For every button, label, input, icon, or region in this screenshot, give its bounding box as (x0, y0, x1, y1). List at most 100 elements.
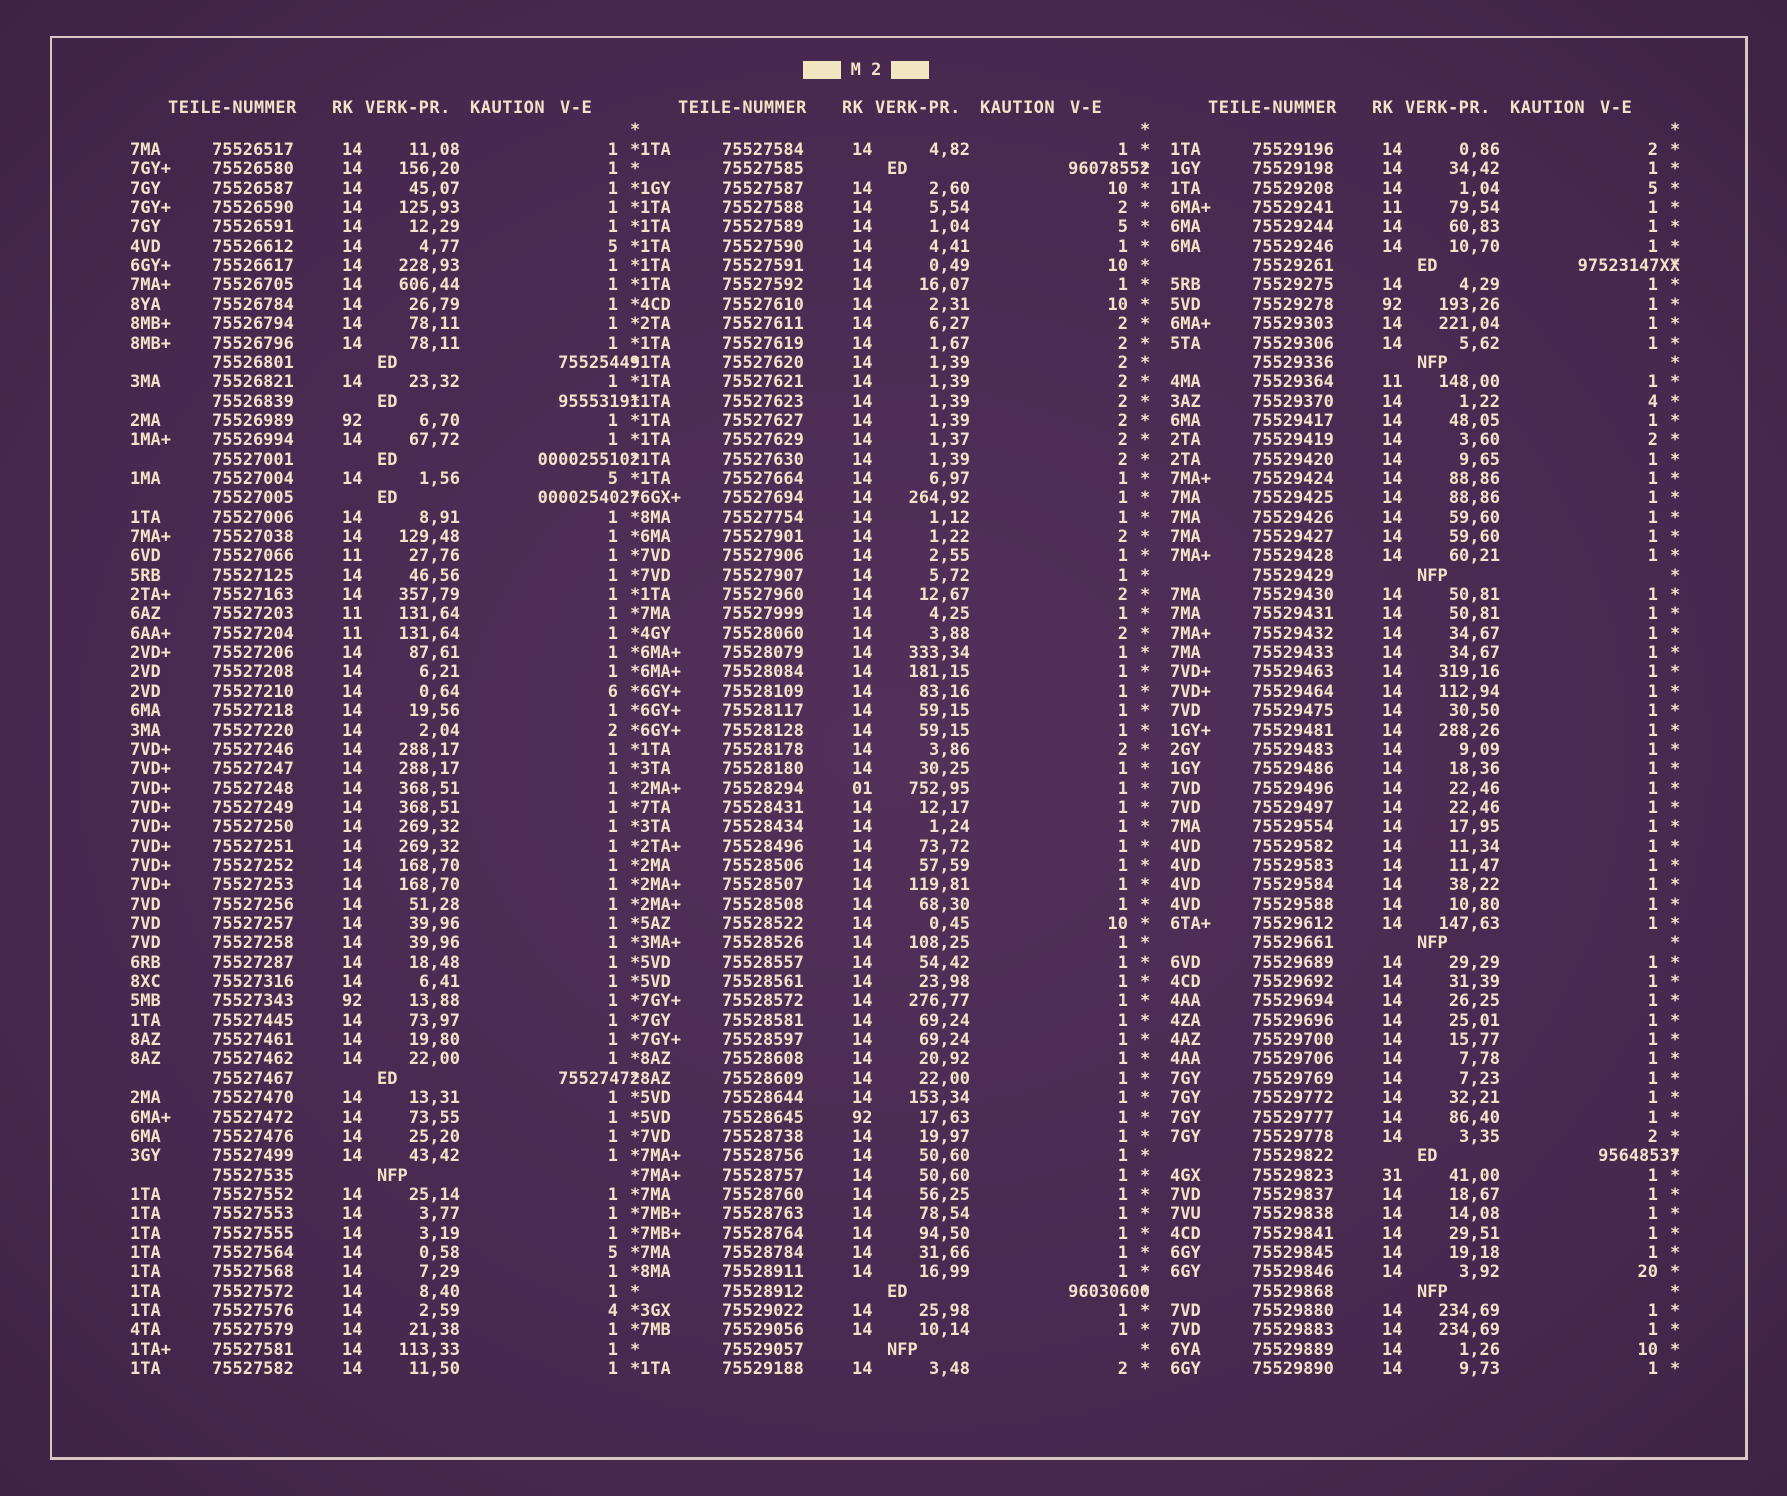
units: 1 (1117, 1049, 1128, 1070)
table-row: 3GY 75527499 14 43,42 1 * (130, 1147, 650, 1166)
price-flag: ED (887, 1281, 908, 1302)
row-star: * (630, 140, 641, 160)
units: 1 (1647, 333, 1658, 354)
part-number: 75529583 (1252, 855, 1334, 876)
type-code: 6MA (130, 1126, 161, 1147)
row-star: * (630, 1107, 641, 1128)
units: 1 (607, 275, 618, 296)
table-row: 6MA+ 75528084 14 181,15 1 * (640, 663, 1160, 682)
rk-code: 14 (1382, 449, 1403, 470)
units: 1 (1117, 1165, 1128, 1186)
row-star: * (1140, 1301, 1151, 1321)
price: 54,42 (918, 952, 970, 973)
price: 25,98 (918, 1301, 970, 1321)
table-row: 1TA 75527664 14 6,97 1 * (640, 469, 1160, 489)
type-code: 7VD+ (130, 836, 171, 857)
part-number: 75529838 (1252, 1204, 1334, 1225)
price: 2,59 (419, 1301, 460, 1321)
rk-code: 14 (342, 565, 363, 586)
units: 1 (607, 759, 618, 780)
type-code: 1TA (130, 1184, 161, 1205)
part-number: 75526794 (212, 314, 294, 335)
row-star: * (1670, 1320, 1681, 1341)
table-row: 5VD 75528645 92 17,63 1 * (640, 1108, 1160, 1128)
row-star: * (1670, 914, 1681, 934)
price: 153,34 (908, 1088, 970, 1109)
rk-code: 14 (852, 1010, 873, 1031)
rk-code: 14 (342, 1339, 363, 1360)
rk-code: 14 (1382, 1320, 1403, 1341)
rk-code: 14 (1382, 701, 1403, 722)
units: 1 (607, 914, 618, 934)
table-row: 5AZ 75528522 14 0,45 10 * (640, 915, 1160, 934)
type-code: 1TA (640, 391, 671, 412)
price: 50,60 (918, 1146, 970, 1167)
price: 1,56 (419, 468, 460, 489)
type-code: 7VD+ (130, 739, 171, 760)
rk-code: 14 (852, 1049, 873, 1070)
price: 79,54 (1448, 198, 1500, 219)
table-row: 1GY+ 75529481 14 288,26 1 * (1170, 721, 1690, 741)
row-star: * (1670, 1339, 1681, 1360)
row-star: * (630, 1010, 641, 1031)
row-star: * (1670, 294, 1681, 315)
part-number: 75528434 (722, 817, 804, 838)
units: 2 (1117, 410, 1128, 431)
units: 1 (1647, 1030, 1658, 1051)
table-row: 75527467 ED 75527472 * (130, 1068, 650, 1089)
type-code: 7VD (640, 565, 671, 586)
part-number: 75527206 (212, 643, 294, 664)
price: 0,58 (419, 1242, 460, 1263)
row-star: * (1670, 759, 1681, 780)
units: 1 (1647, 952, 1658, 973)
row-star: * (1670, 778, 1681, 799)
row-star: * (630, 391, 641, 412)
type-code: 2VD (130, 662, 161, 683)
units: 1 (1647, 1165, 1658, 1186)
rk-code: 14 (342, 1204, 363, 1225)
part-number: 75527246 (212, 739, 294, 760)
part-number: 75529198 (1252, 159, 1334, 180)
table-row: 75529822 ED 95648537 * (1170, 1147, 1690, 1166)
units: 2 (1117, 198, 1128, 219)
type-code: 8MB+ (130, 314, 171, 335)
units: 1 (1647, 372, 1658, 393)
part-number: 75527754 (722, 507, 804, 528)
row-star: * (1670, 1146, 1681, 1167)
type-code: 1TA (640, 739, 671, 760)
row-star: * (1670, 952, 1681, 973)
type-code: 8AZ (640, 1049, 671, 1070)
units: 1 (1117, 817, 1128, 838)
type-code: 7MA (1170, 643, 1201, 664)
price: 269,32 (398, 836, 460, 857)
price: 129,48 (398, 527, 460, 547)
type-code: 6MA+ (1170, 198, 1211, 219)
price: 39,96 (408, 933, 460, 954)
rk-code: 14 (1382, 643, 1403, 664)
table-row: 7MA+ 75529432 14 34,67 1 * (1170, 624, 1690, 644)
table-row: 3MA 75527220 14 2,04 2 * (130, 721, 650, 741)
row-star: * (1670, 488, 1681, 509)
row-star: * (1140, 681, 1151, 702)
rk-code: 14 (342, 817, 363, 838)
units: 1 (1647, 1320, 1658, 1341)
type-code: 8MA (640, 1262, 671, 1283)
rk-code: 14 (1382, 217, 1403, 238)
table-row: 7VD 75527907 14 5,72 1 * (640, 565, 1160, 586)
row-star: * (1670, 507, 1681, 528)
part-number: 75529584 (1252, 875, 1334, 896)
units: 2 (1117, 527, 1128, 547)
table-row: 6MA 75529246 14 10,70 1 * (1170, 237, 1690, 257)
row-star: * (630, 294, 641, 315)
replacement-number: 75527472 (558, 1068, 640, 1089)
units: 1 (1647, 1242, 1658, 1263)
part-number: 75527582 (212, 1359, 294, 1380)
price: 5,62 (1459, 333, 1500, 354)
part-number: 75528128 (722, 720, 804, 741)
table-row: 8AZ 75528609 14 22,00 1 * (640, 1069, 1160, 1089)
part-number: 75527588 (722, 198, 804, 219)
table-row: 7MA 75529426 14 59,60 1 * (1170, 507, 1690, 528)
price: 18,48 (408, 952, 460, 973)
title-block-left (802, 61, 841, 79)
part-number: 75528572 (722, 991, 804, 1012)
